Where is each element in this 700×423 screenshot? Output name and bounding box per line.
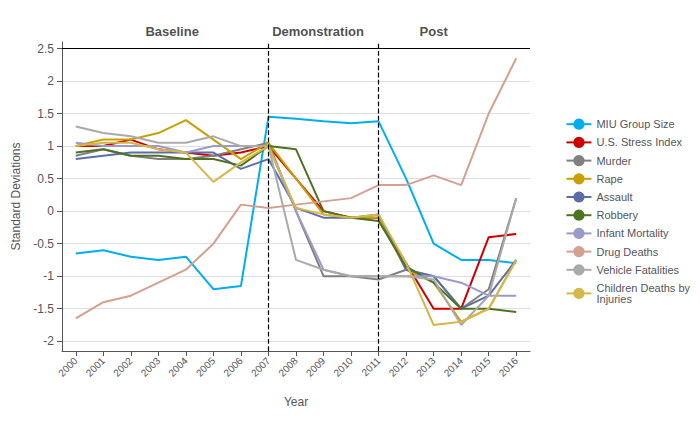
svg-text:1.5: 1.5	[37, 107, 54, 121]
svg-text:U.S. Stress Index: U.S. Stress Index	[596, 136, 682, 148]
svg-text:2005: 2005	[194, 355, 218, 379]
svg-text:2015: 2015	[469, 355, 493, 379]
svg-text:2: 2	[47, 74, 54, 88]
svg-text:2009: 2009	[304, 355, 328, 379]
svg-text:Vehicle Fatalities: Vehicle Fatalities	[596, 264, 679, 276]
svg-text:Rape: Rape	[596, 173, 622, 185]
svg-text:Standard Deviations: Standard Deviations	[9, 142, 23, 250]
svg-text:0: 0	[47, 204, 54, 218]
svg-text:-0.5: -0.5	[33, 237, 54, 251]
svg-text:2014: 2014	[442, 355, 466, 379]
svg-text:Post: Post	[420, 24, 449, 39]
svg-text:2011: 2011	[360, 355, 383, 378]
svg-text:2001: 2001	[84, 355, 108, 379]
svg-text:2007: 2007	[249, 355, 273, 379]
svg-text:Year: Year	[284, 395, 308, 409]
svg-text:2003: 2003	[139, 355, 163, 379]
svg-text:2016: 2016	[497, 355, 521, 379]
svg-text:Murder: Murder	[596, 155, 631, 167]
svg-text:2010: 2010	[331, 355, 355, 379]
svg-text:-2: -2	[43, 334, 54, 348]
svg-text:2002: 2002	[111, 355, 135, 379]
svg-text:2006: 2006	[221, 355, 245, 379]
svg-text:Children Deaths by: Children Deaths by	[596, 281, 690, 294]
svg-text:0.5: 0.5	[37, 172, 54, 186]
svg-text:2000: 2000	[56, 355, 80, 379]
svg-text:-1: -1	[43, 269, 54, 283]
svg-text:Baseline: Baseline	[145, 24, 198, 39]
svg-text:2004: 2004	[166, 355, 190, 379]
svg-text:Assault: Assault	[596, 191, 632, 203]
svg-text:-1.5: -1.5	[33, 302, 54, 316]
svg-text:Infant Mortality: Infant Mortality	[596, 227, 669, 239]
svg-text:Robbery: Robbery	[596, 209, 638, 221]
svg-text:1: 1	[47, 139, 54, 153]
svg-text:Demonstration: Demonstration	[272, 24, 364, 39]
svg-text:Drug Deaths: Drug Deaths	[596, 246, 658, 258]
svg-text:Injuries: Injuries	[596, 293, 632, 305]
svg-text:2013: 2013	[414, 355, 438, 379]
svg-text:2012: 2012	[387, 355, 411, 379]
svg-text:MIU Group Size: MIU Group Size	[596, 118, 674, 130]
svg-text:2.5: 2.5	[37, 42, 54, 56]
svg-text:2008: 2008	[276, 355, 300, 379]
